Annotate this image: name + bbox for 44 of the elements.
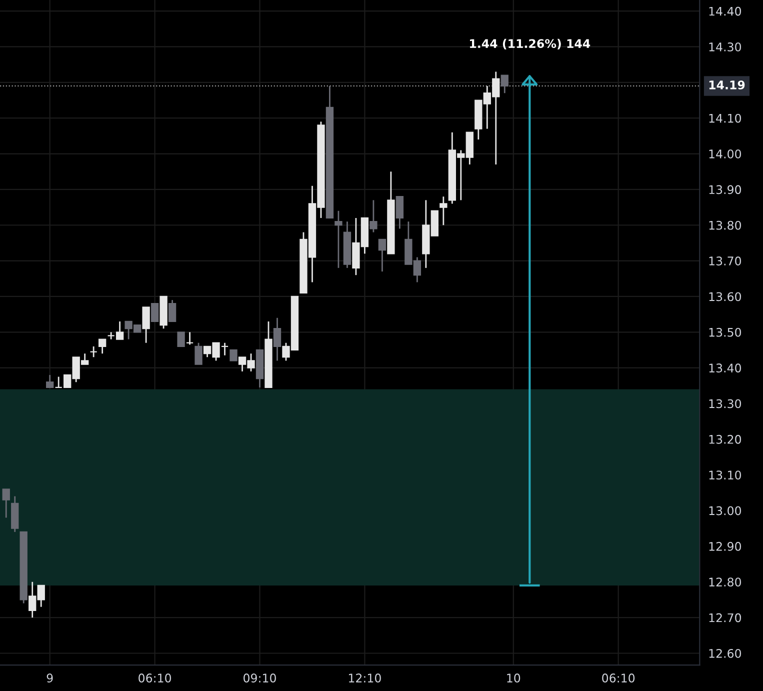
candlestick (194, 342, 202, 365)
y-tick-label: 14.40 (709, 6, 742, 16)
y-tick-label: 13.10 (709, 470, 742, 480)
y-tick-label: 13.00 (709, 506, 742, 516)
candlestick (186, 331, 194, 346)
y-tick-label: 12.60 (709, 648, 742, 658)
y-tick-label: 13.60 (709, 292, 742, 302)
candlestick (150, 303, 159, 322)
x-tick-label: 06:10 (138, 674, 172, 682)
candlestick (2, 488, 10, 518)
x-tick-label: 10 (507, 674, 520, 682)
candlestick (370, 199, 378, 233)
y-tick-label: 13.40 (709, 364, 742, 372)
candlestick (230, 349, 238, 362)
candlestick (142, 306, 150, 344)
y-tick-label: 13.30 (709, 399, 742, 408)
x-tick-label: 06:10 (602, 674, 635, 682)
x-tick-label: 9 (46, 674, 53, 682)
candlestick (98, 338, 106, 354)
candlestick (46, 374, 54, 388)
annotation: 1.44 (11.26%) 144 (470, 38, 590, 50)
y-tick-label: 14.30 (709, 42, 742, 52)
candlestick (334, 210, 342, 269)
y-tick-label: 14.00 (709, 149, 742, 158)
y-tick-label: 12.80 (709, 578, 742, 587)
candlestick (378, 238, 386, 272)
candlestick (168, 299, 176, 322)
y-tick-label: 13.90 (709, 185, 742, 194)
ref-line-label: 14.19 (709, 80, 745, 90)
y-tick-label: 12.90 (709, 542, 742, 551)
x-tick-label: 12:10 (348, 674, 381, 682)
y-tick-label: 13.80 (709, 220, 742, 230)
y-tick-label: 14.10 (709, 114, 742, 123)
candlestick (177, 332, 185, 347)
y-tick-label: 13.20 (709, 434, 742, 444)
candlestick (440, 196, 448, 226)
y-tick-label: 13.70 (709, 256, 742, 266)
candlestick (396, 196, 404, 230)
candlestick (500, 74, 508, 94)
y-tick-label: 13.50 (709, 328, 742, 337)
candlestick (273, 317, 282, 362)
y-tick-label: 12.70 (709, 613, 742, 622)
x-tick-label: 09:10 (244, 674, 276, 682)
candlestick (90, 346, 98, 358)
